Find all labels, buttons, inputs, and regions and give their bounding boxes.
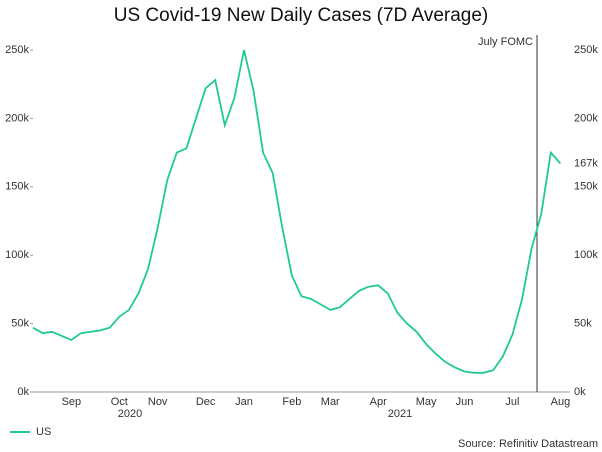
y-tick-label: 50k xyxy=(11,318,29,330)
x-tick-label: Dec xyxy=(196,396,216,408)
x-tick-label: Sep xyxy=(62,396,82,408)
x-tick-label: May xyxy=(416,396,437,408)
y-tick-label: 200k xyxy=(5,112,29,124)
y2-tick-label: 100k xyxy=(574,249,598,261)
y2-tick-label: 150k xyxy=(574,181,598,193)
y-tick-label: 150k xyxy=(5,181,29,193)
y2-tick-label: 250k xyxy=(574,44,598,56)
y-tick-label: 100k xyxy=(5,249,29,261)
annotation: July FOMC xyxy=(478,36,533,48)
year-label: 2021 xyxy=(388,408,412,420)
y-tick-label: 250k xyxy=(5,44,29,56)
value-label: 167k xyxy=(574,157,598,169)
source: Source: Refinitiv Datastream xyxy=(458,438,598,450)
x-tick-label: Apr xyxy=(370,396,387,408)
x-tick-label: Nov xyxy=(148,396,168,408)
x-tick-label: Oct xyxy=(111,396,128,408)
year-label: 2020 xyxy=(118,408,142,420)
line xyxy=(32,49,562,374)
legend-label: US xyxy=(36,426,51,438)
y2-tick-label: 50k xyxy=(574,318,592,330)
x-tick-label: Feb xyxy=(282,396,301,408)
x-tick-label: Jun xyxy=(456,396,474,408)
chart-title: US Covid-19 New Daily Cases (7D Average) xyxy=(114,5,489,26)
y-tick-label: 0k xyxy=(17,386,29,398)
x-tick-label: Jan xyxy=(235,396,253,408)
y2-tick-label: 0k xyxy=(574,386,586,398)
y2-tick-label: 200k xyxy=(574,112,598,124)
x-tick-label: Mar xyxy=(321,396,340,408)
x-tick-label: Aug xyxy=(551,396,571,408)
x-tick-label: Jul xyxy=(505,396,519,408)
